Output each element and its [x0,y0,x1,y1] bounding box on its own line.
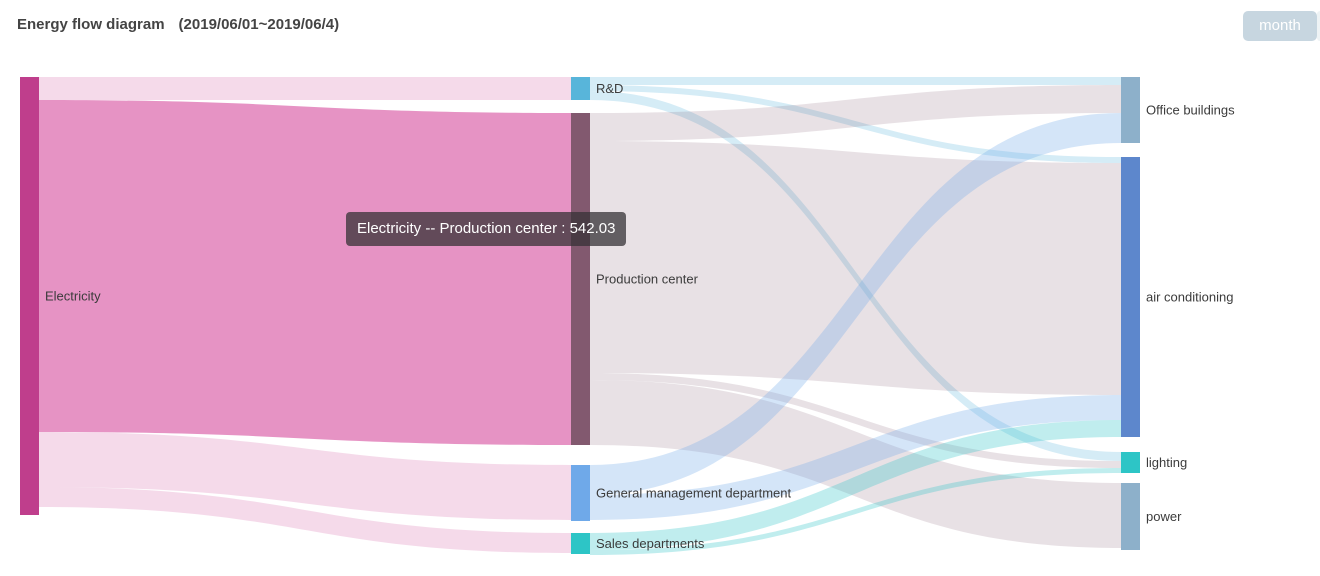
label-general: General management department [596,486,792,501]
link-electricity-production-highlighted[interactable] [39,99,571,445]
link-production-lighting[interactable] [590,372,1121,468]
link-electricity-general[interactable] [39,431,571,520]
link-electricity-sales[interactable] [39,486,571,553]
month-toggle-button[interactable]: month [1243,11,1317,41]
link-rnd-office[interactable] [590,77,1121,85]
link-general-office[interactable] [590,112,1121,496]
label-production: Production center [596,272,699,287]
link-production-ac[interactable] [590,140,1121,395]
node-general[interactable] [571,465,590,521]
link-rnd-ac[interactable] [590,84,1121,164]
node-electricity[interactable] [20,77,39,515]
page-title: Energy flow diagram [17,16,165,33]
label-rnd: R&D [596,81,623,96]
date-range-label: (2019/06/01~2019/06/4) [178,16,340,33]
node-sales[interactable] [571,533,590,554]
cutoff-button-sliver [1317,11,1320,41]
link-general-ac[interactable] [590,394,1121,521]
link-production-office[interactable] [590,84,1121,141]
link-rnd-lighting[interactable] [590,91,1121,461]
label-sales: Sales departments [596,536,705,551]
node-lighting[interactable] [1121,452,1140,473]
node-office[interactable] [1121,77,1140,143]
chart-header: Energy flow diagram (2019/06/01~2019/06/… [17,16,339,33]
node-power[interactable] [1121,483,1140,550]
label-lighting: lighting [1146,455,1187,470]
label-office: Office buildings [1146,103,1235,118]
link-sales-lighting[interactable] [590,467,1121,555]
link-electricity-rnd[interactable] [39,77,571,100]
node-rnd[interactable] [571,77,590,100]
node-production[interactable] [571,113,590,445]
link-production-power[interactable] [590,379,1121,548]
label-power: power [1146,509,1182,524]
label-ac: air conditioning [1146,290,1233,305]
link-sales-ac[interactable] [590,420,1121,550]
label-electricity: Electricity [45,289,101,304]
node-ac[interactable] [1121,157,1140,437]
